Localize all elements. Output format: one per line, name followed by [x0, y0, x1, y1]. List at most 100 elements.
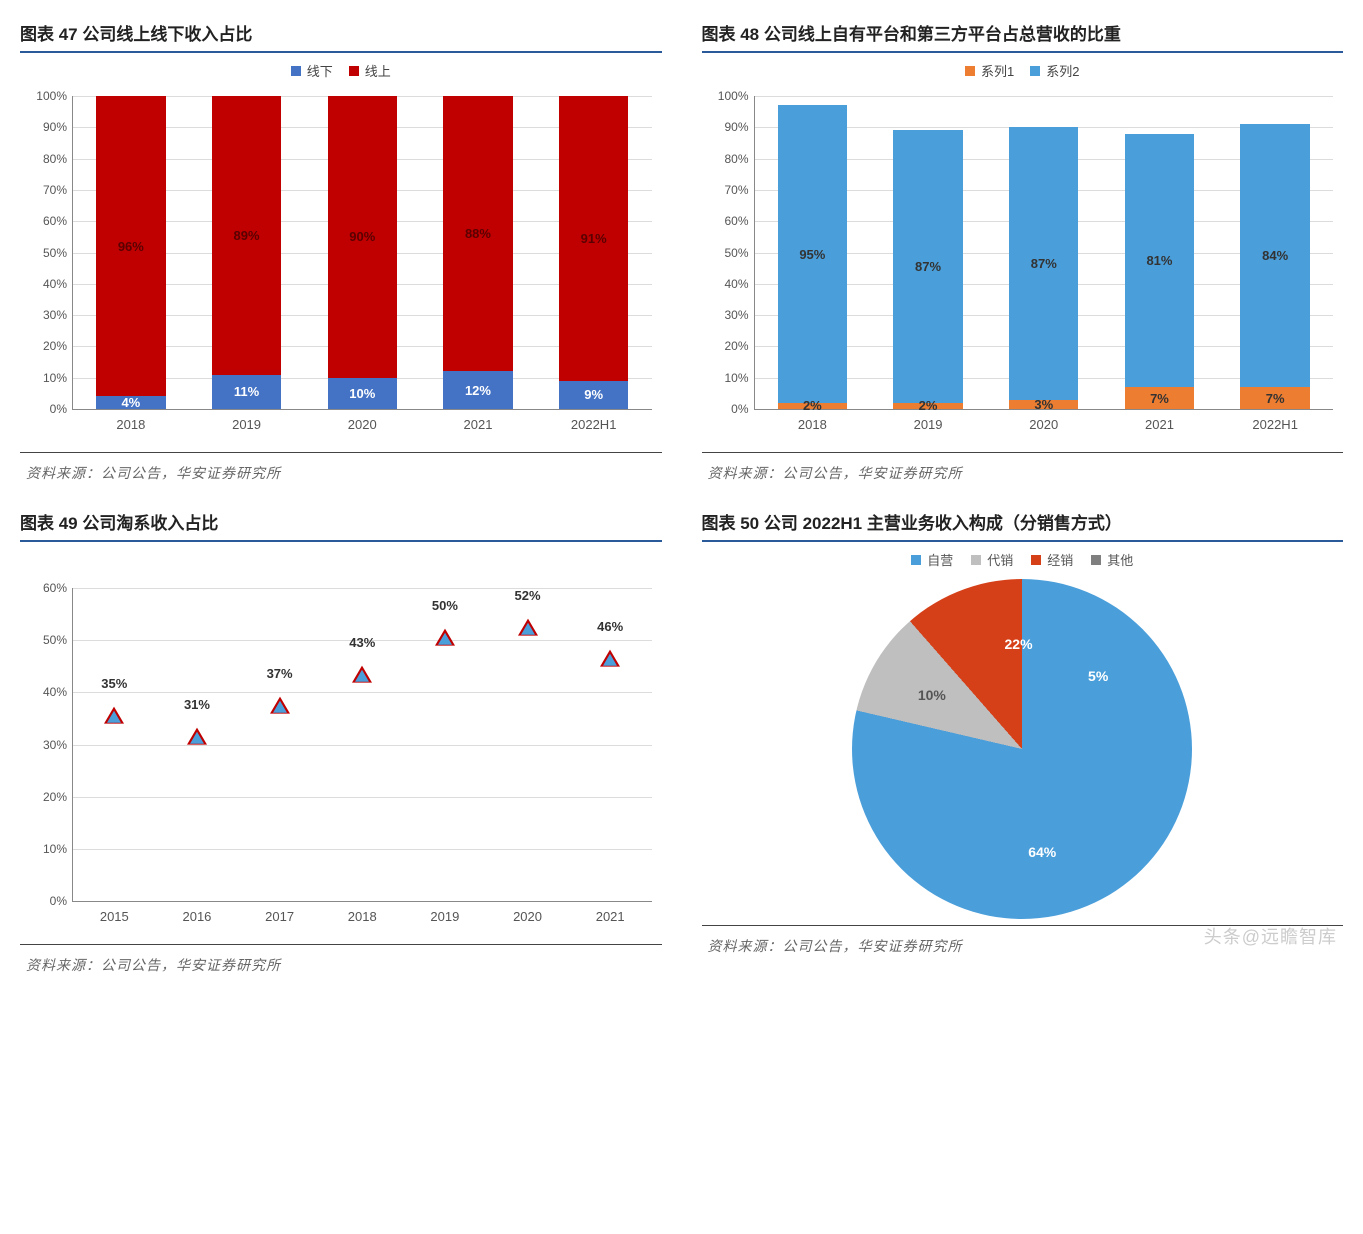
bar-segment-upper: 89% [212, 96, 281, 375]
chart47-title: 图表 47 公司线上线下收入占比 [20, 20, 662, 53]
legend-swatch [291, 66, 301, 76]
bar-category: 87%2%2019 [870, 96, 986, 409]
legend-label: 代销 [987, 550, 1013, 569]
bar-segment-upper: 87% [893, 130, 962, 402]
y-axis-tick: 20% [23, 790, 67, 804]
data-label: 43% [349, 635, 375, 650]
chart47-legend: 线下线上 [20, 61, 662, 80]
bar-segment-upper: 84% [1240, 124, 1309, 387]
x-axis-tick: 2020 [513, 909, 542, 924]
stacked-bar: 91%9% [559, 96, 628, 409]
y-axis-tick: 80% [705, 152, 749, 166]
y-axis-tick: 50% [23, 246, 67, 260]
chart49-plot: 0%10%20%30%40%50%60%35%201531%201637%201… [20, 578, 662, 938]
legend-item: 代销 [971, 550, 1013, 569]
y-axis-tick: 20% [23, 339, 67, 353]
x-axis-tick: 2018 [755, 417, 871, 432]
legend-swatch [349, 66, 359, 76]
y-axis-tick: 70% [705, 183, 749, 197]
stacked-bar: 84%7% [1240, 124, 1309, 409]
data-label: 50% [432, 598, 458, 613]
bar-segment-upper: 88% [443, 96, 512, 371]
bar-category: 84%7%2022H1 [1217, 96, 1333, 409]
chart47-source: 资料来源：公司公告，华安证券研究所 [20, 452, 662, 489]
legend-swatch [911, 555, 921, 565]
legend-item: 系列2 [1030, 61, 1079, 80]
data-label: 37% [267, 666, 293, 681]
x-axis-tick: 2017 [265, 909, 294, 924]
stacked-bar: 90%10% [328, 96, 397, 409]
legend-item: 线上 [349, 61, 391, 80]
bar-segment-upper: 87% [1009, 127, 1078, 399]
chart50-panel: 图表 50 公司 2022H1 主营业务收入构成（分销售方式） 自营代销经销其他… [702, 509, 1344, 981]
x-axis-tick: 2018 [348, 909, 377, 924]
y-axis-tick: 60% [705, 214, 749, 228]
bar-segment-lower: 7% [1240, 387, 1309, 409]
scatter-marker [190, 732, 204, 744]
data-label: 31% [184, 697, 210, 712]
y-axis-tick: 60% [23, 214, 67, 228]
bar-category: 89%11%2019 [189, 96, 305, 409]
legend-swatch [1091, 555, 1101, 565]
bar-category: 88%12%2021 [420, 96, 536, 409]
y-axis-tick: 40% [705, 277, 749, 291]
bar-category: 90%10%2020 [304, 96, 420, 409]
chart49-source: 资料来源：公司公告，华安证券研究所 [20, 944, 662, 981]
pie-chart: 64%10%22%5% [852, 579, 1192, 919]
scatter-marker [438, 633, 452, 645]
stacked-bar: 81%7% [1125, 134, 1194, 409]
x-axis-tick: 2021 [596, 909, 625, 924]
y-axis-tick: 0% [23, 402, 67, 416]
y-axis-tick: 0% [705, 402, 749, 416]
x-axis-tick: 2021 [1102, 417, 1218, 432]
bar-category: 95%2%2018 [755, 96, 871, 409]
bar-segment-lower: 2% [893, 403, 962, 409]
stacked-bar: 95%2% [778, 105, 847, 409]
x-axis-tick: 2019 [430, 909, 459, 924]
chart47-plot: 0%10%20%30%40%50%60%70%80%90%100%96%4%20… [20, 86, 662, 446]
y-axis-tick: 50% [705, 246, 749, 260]
x-axis-tick: 2018 [73, 417, 189, 432]
bar-segment-upper: 95% [778, 105, 847, 402]
x-axis-tick: 2020 [986, 417, 1102, 432]
legend-item: 经销 [1031, 550, 1073, 569]
bar-segment-lower: 2% [778, 403, 847, 409]
bar-category: 87%3%2020 [986, 96, 1102, 409]
legend-swatch [1030, 66, 1040, 76]
legend-swatch [965, 66, 975, 76]
legend-swatch [1031, 555, 1041, 565]
chart48-legend: 系列1系列2 [702, 61, 1344, 80]
pie-slice-label: 64% [1028, 844, 1056, 860]
y-axis-tick: 0% [23, 894, 67, 908]
bar-segment-upper: 96% [96, 96, 165, 396]
pie-slice-label: 22% [1005, 636, 1033, 652]
bar-segment-lower: 9% [559, 381, 628, 409]
bar-segment-upper: 91% [559, 96, 628, 381]
x-axis-tick: 2015 [100, 909, 129, 924]
scatter-marker [355, 669, 369, 681]
y-axis-tick: 70% [23, 183, 67, 197]
stacked-bar: 87%2% [893, 130, 962, 409]
chart50-source: 资料来源：公司公告，华安证券研究所 [702, 925, 1344, 962]
data-label: 52% [515, 588, 541, 603]
y-axis-tick: 50% [23, 633, 67, 647]
y-axis-tick: 90% [705, 120, 749, 134]
y-axis-tick: 80% [23, 152, 67, 166]
y-axis-tick: 100% [705, 89, 749, 103]
stacked-bar: 96%4% [96, 96, 165, 409]
y-axis-tick: 10% [23, 371, 67, 385]
chart48-panel: 图表 48 公司线上自有平台和第三方平台占总营收的比重 系列1系列2 0%10%… [702, 20, 1344, 489]
bar-segment-lower: 10% [328, 378, 397, 409]
legend-label: 线上 [365, 61, 391, 80]
scatter-marker [603, 654, 617, 666]
y-axis-tick: 30% [23, 738, 67, 752]
bar-segment-lower: 3% [1009, 400, 1078, 409]
bar-segment-lower: 11% [212, 375, 281, 409]
bar-category: 81%7%2021 [1102, 96, 1218, 409]
x-axis-tick: 2022H1 [536, 417, 652, 432]
y-axis-tick: 30% [23, 308, 67, 322]
bar-category: 91%9%2022H1 [536, 96, 652, 409]
pie-slice-label: 5% [1088, 668, 1108, 684]
legend-label: 自营 [927, 550, 953, 569]
chart50-legend: 自营代销经销其他 [911, 550, 1133, 569]
